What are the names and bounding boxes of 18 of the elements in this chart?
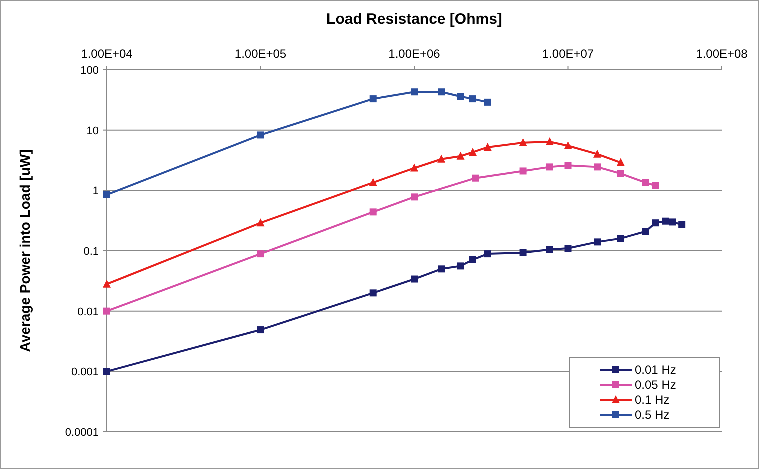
- y-axis-title: Average Power into Load [uW]: [17, 150, 33, 352]
- x-tick-label: 1.00E+08: [696, 47, 748, 61]
- legend-label: 0.5 Hz: [635, 408, 670, 422]
- x-axis-title: Load Resistance [Ohms]: [326, 11, 502, 28]
- legend-label: 0.05 Hz: [635, 378, 676, 392]
- y-tick-label: 0.001: [71, 366, 99, 379]
- y-tick-label: 1: [92, 186, 99, 198]
- y-tick-label: 0.01: [78, 306, 99, 318]
- x-tick-label: 1.00E+06: [388, 47, 441, 61]
- legend-label: 0.1 Hz: [635, 393, 670, 407]
- y-tick-label: 0.0001: [65, 427, 99, 439]
- y-tick-label: 100: [80, 65, 99, 77]
- y-tick-label: 10: [86, 125, 99, 138]
- x-tick-label: 1.00E+04: [81, 47, 134, 61]
- x-tick-label: 1.00E+07: [542, 47, 594, 61]
- legend-label: 0.01 Hz: [635, 363, 676, 377]
- x-tick-label: 1.00E+05: [234, 47, 287, 61]
- y-tick-label: 0.1: [84, 246, 99, 258]
